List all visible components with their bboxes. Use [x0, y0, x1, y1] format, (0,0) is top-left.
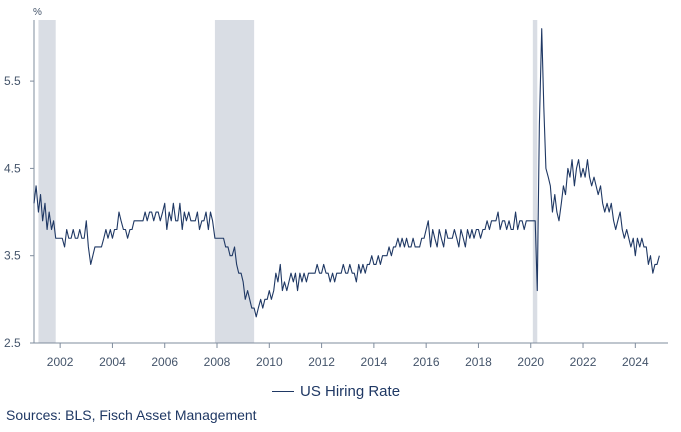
series-line-0	[33, 28, 660, 318]
recession-band-1	[214, 20, 255, 343]
axes	[33, 20, 668, 344]
series-lines	[33, 28, 660, 318]
x-tick-label: 2004	[99, 355, 126, 369]
x-tick-label: 2002	[47, 355, 74, 369]
x-tick-label: 2006	[151, 355, 178, 369]
y-tick-label: 2.5	[4, 336, 21, 350]
x-tick-label: 2016	[413, 355, 440, 369]
x-tick-label: 2012	[308, 355, 335, 369]
x-tick-label: 2024	[622, 355, 649, 369]
y-tick-label: 3.5	[4, 249, 21, 263]
x-tick-label: 2020	[517, 355, 544, 369]
x-tick-label: 2008	[204, 355, 231, 369]
recession-bands	[38, 20, 538, 343]
source-note: Sources: BLS, Fisch Asset Management	[6, 407, 257, 423]
recession-band-0	[38, 20, 56, 343]
y-tick-label: 4.5	[4, 161, 21, 175]
legend: US Hiring Rate	[272, 383, 400, 400]
x-tick-label: 2010	[256, 355, 283, 369]
legend-swatch	[272, 391, 294, 392]
x-tick-label: 2018	[465, 355, 492, 369]
tick-marks: 2.5 3.5 4.5 5.5 2002 2004 2006 2008 2010 2012 2014…	[4, 74, 649, 369]
x-tick-label: 2022	[570, 355, 597, 369]
recession-band-2	[532, 20, 538, 343]
x-tick-label: 2014	[361, 355, 388, 369]
y-unit-label: %	[33, 7, 42, 18]
legend-label: US Hiring Rate	[300, 383, 401, 400]
y-tick-label: 5.5	[4, 74, 21, 88]
